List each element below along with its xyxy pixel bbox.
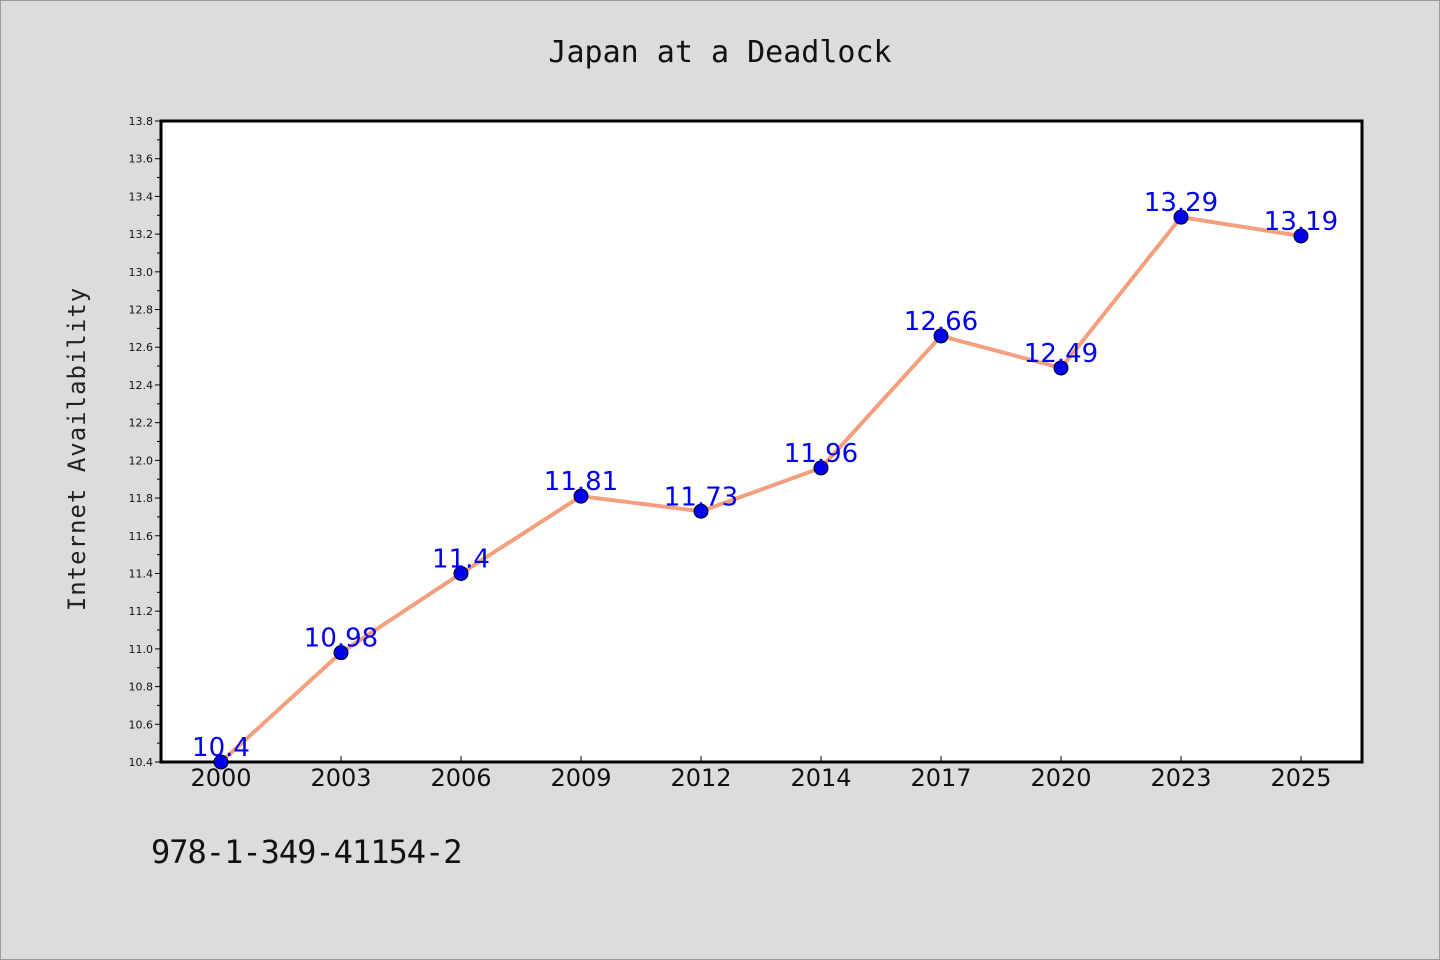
isbn-footer: 978-1-349-41154-2 xyxy=(151,833,463,871)
data-point xyxy=(213,754,229,770)
plot-area xyxy=(159,119,1364,764)
data-point xyxy=(933,328,949,344)
y-tick-label: 13.2 xyxy=(129,228,154,241)
data-label: 13.19 xyxy=(1264,207,1338,237)
data-point xyxy=(453,565,469,581)
data-label: 13.29 xyxy=(1144,188,1218,218)
y-tick-label: 11.8 xyxy=(129,492,154,505)
data-label: 12.49 xyxy=(1024,339,1098,369)
data-label: 11.73 xyxy=(664,482,738,512)
x-tick-label: 2023 xyxy=(1150,764,1211,792)
x-axis: 2000 2003 2006 2009 2012 2014 2017 2020 2023 2025 xyxy=(190,756,1332,792)
x-tick-label: 2003 xyxy=(310,764,371,792)
chart-title: Japan at a Deadlock xyxy=(548,35,892,70)
y-tick-label: 12.6 xyxy=(129,341,154,354)
x-tick-label: 2012 xyxy=(670,764,731,792)
data-point xyxy=(813,460,829,476)
y-tick-label: 12.2 xyxy=(129,417,154,430)
y-tick-label: 11.6 xyxy=(129,530,154,543)
data-label: 11.81 xyxy=(544,467,618,497)
x-tick-label: 2014 xyxy=(790,764,851,792)
data-point xyxy=(693,503,709,519)
y-tick-label: 12.8 xyxy=(129,304,154,317)
data-label: 11.4 xyxy=(432,544,490,574)
x-tick-label: 2009 xyxy=(550,764,611,792)
y-tick-label: 13.0 xyxy=(129,266,154,279)
data-label: 10.4 xyxy=(192,733,250,763)
data-label: 11.96 xyxy=(784,439,858,469)
y-tick-label: 13.4 xyxy=(129,190,154,203)
y-tick-label: 13.8 xyxy=(129,115,154,128)
series-line xyxy=(219,215,1302,764)
data-point xyxy=(573,488,589,504)
y-tick-label: 11.2 xyxy=(129,605,154,618)
y-tick-label: 12.0 xyxy=(129,454,154,467)
data-label-group: 10.4 10.98 11.4 11.81 11.73 11.96 12.66 12.49 13… xyxy=(192,188,1338,763)
data-point xyxy=(1173,209,1189,225)
y-tick-label: 10.8 xyxy=(129,681,154,694)
y-tick-label: 10.4 xyxy=(129,756,154,769)
x-tick-label: 2017 xyxy=(910,764,971,792)
x-tick-label: 2006 xyxy=(430,764,491,792)
data-point xyxy=(333,645,349,661)
y-tick-label: 10.6 xyxy=(129,718,154,731)
x-tick-label: 2025 xyxy=(1270,764,1331,792)
series-group xyxy=(213,209,1309,770)
y-tick-label: 11.4 xyxy=(129,567,154,580)
data-point xyxy=(1293,228,1309,244)
y-axis: 10.4 10.6 10.8 11.0 11.2 11.4 11.6 11.8 12.0 12.2… xyxy=(129,115,161,769)
y-tick-label: 12.4 xyxy=(129,379,154,392)
x-tick-label: 2020 xyxy=(1030,764,1091,792)
data-label: 12.66 xyxy=(904,307,978,337)
y-tick-label: 11.0 xyxy=(129,643,154,656)
data-point xyxy=(1053,360,1069,376)
y-tick-label: 13.6 xyxy=(129,153,154,166)
data-label: 10.98 xyxy=(304,624,378,654)
